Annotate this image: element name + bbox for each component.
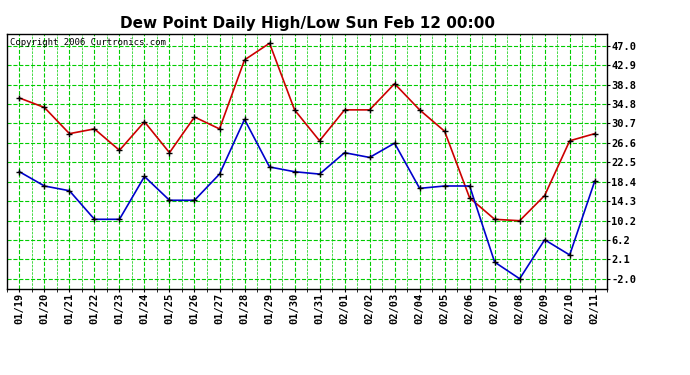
Title: Dew Point Daily High/Low Sun Feb 12 00:00: Dew Point Daily High/Low Sun Feb 12 00:0… [119, 16, 495, 31]
Text: Copyright 2006 Curtronics.com: Copyright 2006 Curtronics.com [10, 38, 166, 46]
